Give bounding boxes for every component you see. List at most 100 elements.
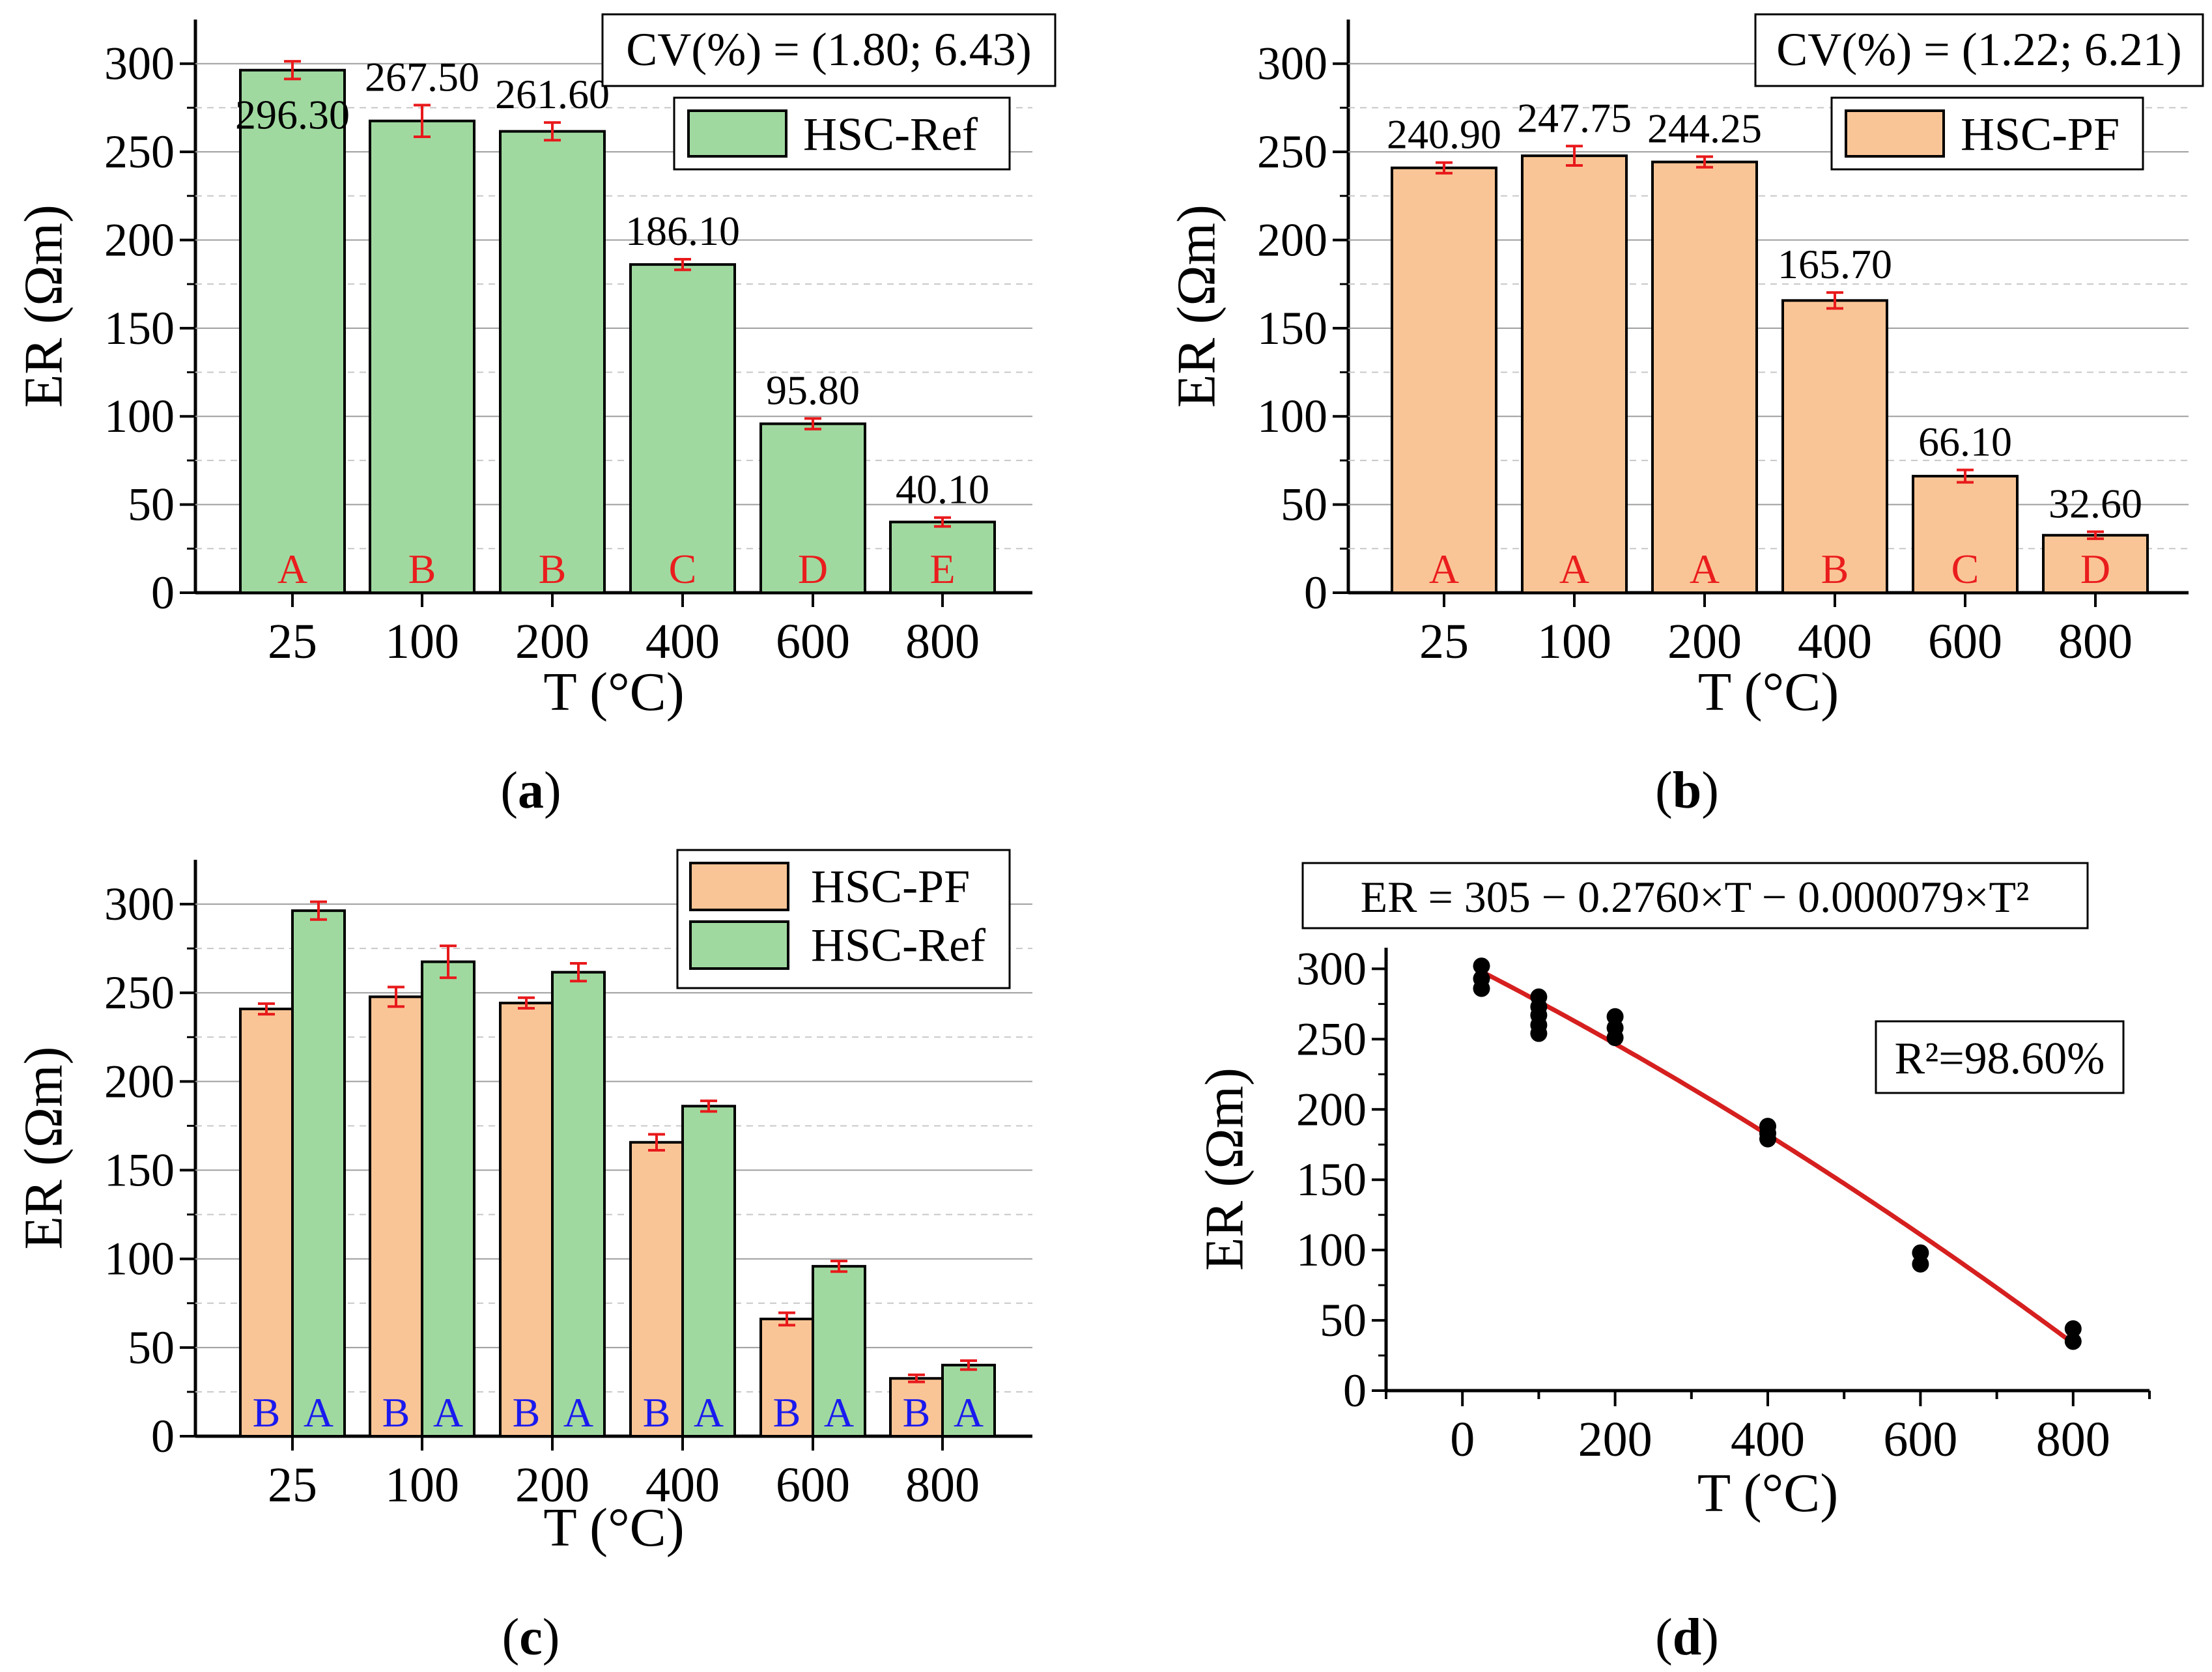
caption-part: ( [1655,762,1673,819]
cv-text: CV(%) = (1.80; 6.43) [626,23,1032,76]
panel-a-chart: 0 50 100 150 200 250 300 ER (Ωm) 296.30 A 267.50 B 2… [13,13,1056,819]
group-letter: D [798,546,828,592]
group-letter: B [643,1389,671,1436]
panel-caption: (a) [500,762,561,819]
y-tick-label: 150 [104,1144,175,1197]
panel-d-chart: 0 50 100 150 200 250 300 0 200 400 600 800 T (°C) ER … [1194,862,2151,1666]
caption-part: ) [1701,762,1719,819]
y-tick-label: 100 [1257,390,1327,442]
legend-label: HSC-Ref [803,108,978,160]
x-axis-title: T (°C) [543,662,684,722]
r2-box [1875,1020,2125,1094]
bar-hsc-pf-800 [2042,533,2149,595]
y-tick-label: 200 [1257,214,1327,266]
bar-hsc-pf-25 [1391,166,1497,594]
y-tick-label: 0 [151,567,175,619]
caption-part: ) [543,1609,560,1666]
y-axis-title: ER (Ωm) [13,205,74,408]
bar-hsc-pf-600 [1912,475,2019,594]
x-tick-label: 600 [1928,614,2002,669]
bar-hsc-ref-200 [499,130,606,595]
y-tick-label: 300 [1257,38,1327,90]
y-tick-label: 250 [104,126,175,178]
group-letter: B [773,1389,801,1436]
x-tick-label: 800 [2036,1412,2110,1467]
y-tick-label: 50 [128,1322,175,1374]
group-letter: A [954,1389,984,1436]
group-letter: B [903,1389,931,1436]
bar-hsc-ref-400 [681,1105,736,1438]
x-tick-label: 200 [515,1458,589,1512]
y-tick-label: 0 [151,1410,175,1462]
panel-b-chart: 0 50 100 150 200 250 300 ER (Ωm) 240.90 A 247.75 A 2… [1166,13,2204,819]
cv-text: CV(%) = (1.22; 6.21) [1776,23,2182,76]
data-label: 296.30 [235,92,350,138]
x-tick-label: 600 [776,614,850,669]
data-point [1759,1130,1776,1148]
equation-box [1301,862,2089,929]
equation-text: ER = 305 − 0.2760×T − 0.000079×T² [1361,872,2030,922]
caption-part: ( [502,1609,520,1666]
bar-hsc-ref-25 [239,68,346,595]
group-letter: A [1559,546,1589,592]
x-tick-label: 600 [1883,1412,1957,1467]
legend-swatch [689,862,789,911]
caption-part: ) [1701,1609,1719,1666]
x-axis-title: T (°C) [1698,662,1839,722]
group-letter: A [277,546,307,592]
legend-swatch [689,920,789,970]
bar-hsc-pf-100 [1521,154,1628,594]
caption-part: b [1673,762,1702,819]
bar-hsc-pf-200 [1651,160,1758,594]
x-axis-title: T (°C) [1697,1463,1838,1523]
group-letter: A [433,1389,463,1436]
y-tick-label: 250 [1257,126,1327,178]
x-axis-title: T (°C) [543,1497,684,1558]
caption-part: ( [1655,1609,1673,1666]
group-letter: B [513,1389,541,1436]
y-tick-label: 100 [104,390,175,442]
group-letter: A [563,1389,593,1436]
y-tick-label: 300 [104,38,175,90]
bar-hsc-ref-600 [812,1265,866,1438]
panel-caption: (b) [1655,762,1719,819]
group-letter: C [1951,546,1979,592]
bar-hsc-pf-800 [889,1377,944,1438]
x-tick-label: 25 [268,1458,317,1512]
cv-box [1754,13,2204,87]
y-tick-label: 100 [1296,1224,1367,1276]
group-letter: A [1690,546,1720,592]
data-point [1606,1029,1624,1047]
x-tick-label: 100 [385,614,459,669]
y-tick-label: 300 [104,878,175,930]
x-tick-label: 0 [1450,1412,1475,1467]
y-axis-title: ER (Ωm) [13,1046,74,1249]
y-tick-label: 200 [1296,1083,1367,1135]
data-point [1473,980,1490,997]
y-tick-label: 0 [1304,567,1327,619]
data-label: 261.60 [495,71,610,117]
group-letter: D [2080,546,2110,592]
x-tick-label: 400 [1731,1412,1805,1467]
y-tick-label: 50 [1320,1294,1367,1346]
y-tick-label: 300 [1296,942,1367,995]
bar-hsc-pf-200 [499,1001,554,1438]
x-tick-label: 25 [268,614,317,669]
data-label: 95.80 [766,367,860,413]
bar-hsc-ref-100 [421,960,475,1438]
bar-hsc-ref-200 [551,971,606,1438]
bar-hsc-ref-100 [369,119,475,594]
cv-box [601,13,1056,87]
x-tick-label: 400 [645,1458,720,1512]
data-label: 66.10 [1918,419,2012,465]
group-letter: B [408,546,436,592]
data-label: 186.10 [625,208,740,254]
x-tick-label: 200 [1578,1412,1652,1467]
y-tick-label: 250 [1296,1013,1367,1065]
x-tick-label: 200 [515,614,589,669]
caption-part: d [1673,1609,1702,1666]
data-label: 247.75 [1517,94,1632,141]
caption-part: ( [500,762,518,819]
x-tick-label: 800 [905,614,980,669]
